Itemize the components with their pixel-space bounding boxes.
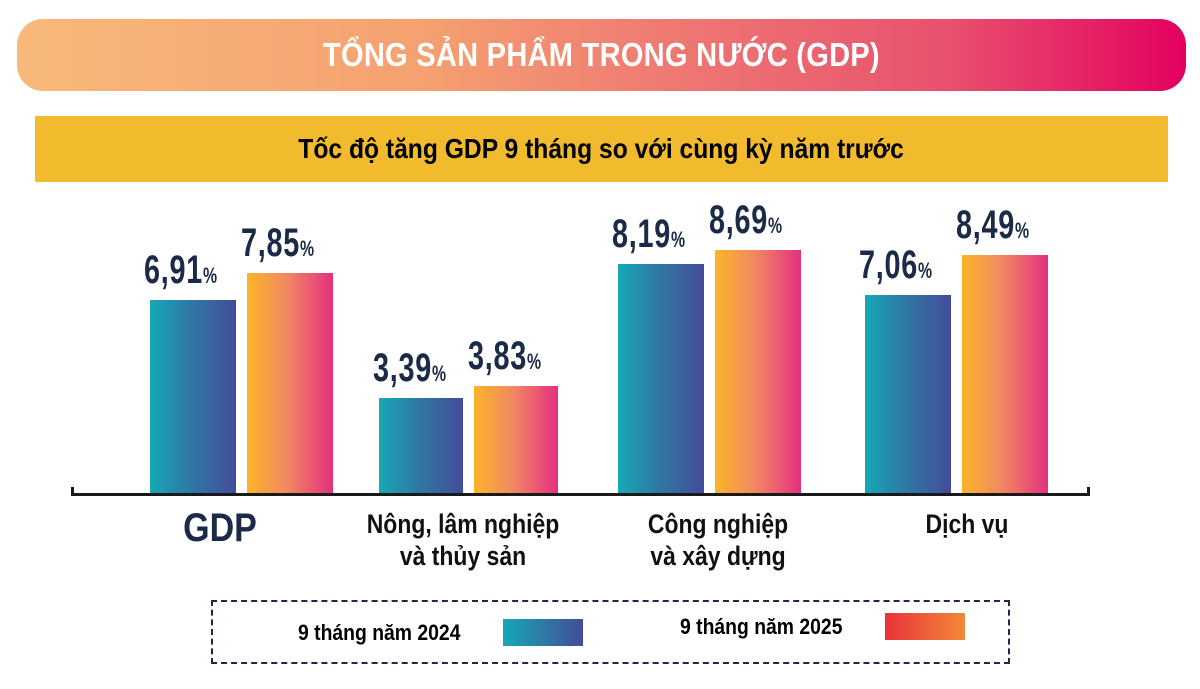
subtitle-banner: Tốc độ tăng GDP 9 tháng so với cùng kỳ n… xyxy=(35,116,1168,182)
category-label: Công nghiệp và xây dựng xyxy=(647,509,789,571)
category-label: Dịch vụ xyxy=(925,509,1009,539)
value-label-2024: 3,39% xyxy=(373,346,447,390)
bar-2025 xyxy=(247,273,333,493)
bar-2025 xyxy=(474,386,558,493)
bar-2024 xyxy=(865,295,951,493)
bar-2025 xyxy=(715,250,801,493)
bar-2025 xyxy=(962,255,1048,493)
category-label: GDP xyxy=(183,506,257,550)
legend-swatch-2024 xyxy=(503,619,583,646)
value-label-2025: 7,85% xyxy=(241,221,315,265)
bar-2024 xyxy=(379,398,463,493)
x-axis xyxy=(71,487,1090,496)
legend-label-2025: 9 tháng năm 2025 xyxy=(680,614,843,639)
value-label-2025: 3,83% xyxy=(468,334,542,378)
value-label-2025: 8,69% xyxy=(709,198,783,242)
bar-2024 xyxy=(618,264,704,493)
header-banner: TỔNG SẢN PHẨM TRONG NƯỚC (GDP) xyxy=(17,19,1186,91)
bar-2024 xyxy=(150,300,236,493)
value-label-2024: 6,91% xyxy=(144,248,218,292)
value-label-2025: 8,49% xyxy=(956,203,1030,247)
legend-label-2024: 9 tháng năm 2024 xyxy=(298,620,461,645)
value-label-2024: 8,19% xyxy=(612,212,686,256)
legend-swatch-2025 xyxy=(885,613,965,640)
chart-title: Tốc độ tăng GDP 9 tháng so với cùng kỳ n… xyxy=(298,133,905,164)
value-label-2024: 7,06% xyxy=(859,243,933,287)
page-title: TỔNG SẢN PHẨM TRONG NƯỚC (GDP) xyxy=(323,36,880,73)
category-label: Nông, lâm nghiệp và thủy sản xyxy=(366,509,560,571)
legend: 9 tháng năm 2024 9 tháng năm 2025 xyxy=(211,600,1010,664)
